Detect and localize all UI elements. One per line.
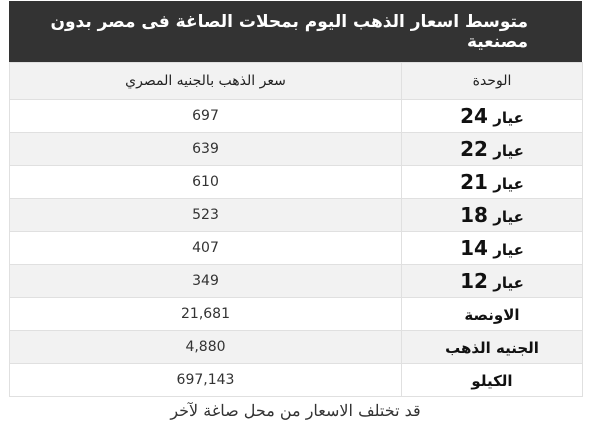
price-cell: 4,880	[9, 330, 402, 364]
price-cell: 407	[9, 231, 402, 265]
unit-label: عيار	[493, 175, 524, 193]
disclaimer-note: قد تختلف الاسعار من محل صاغة لآخر	[170, 401, 421, 420]
unit-cell: عيار 22	[401, 132, 583, 166]
unit-label: عيار	[493, 208, 524, 226]
unit-label: الكيلو	[471, 371, 513, 390]
unit-karat: 14	[460, 236, 488, 260]
table-row: 610 عيار 21	[9, 165, 583, 199]
unit-cell: عيار 18	[401, 198, 583, 232]
price-cell: 697,143	[9, 363, 402, 397]
price-cell: 349	[9, 264, 402, 298]
table-row: 349 عيار 12	[9, 264, 583, 298]
table-row: 639 عيار 22	[9, 132, 583, 166]
unit-label: عيار	[493, 241, 524, 259]
table-row: 4,880 الجنيه الذهب	[9, 330, 583, 364]
unit-label: الاونصة	[464, 305, 520, 324]
unit-cell: الجنيه الذهب	[401, 330, 583, 364]
price-cell: 21,681	[9, 297, 402, 331]
header-price: سعر الذهب بالجنيه المصري	[9, 62, 402, 100]
gold-price-table: سعر الذهب بالجنيه المصري الوحدة 697 عيار…	[9, 62, 583, 397]
table-row: 523 عيار 18	[9, 198, 583, 232]
unit-karat: 22	[460, 137, 488, 161]
price-cell: 610	[9, 165, 402, 199]
table-row: 21,681 الاونصة	[9, 297, 583, 331]
table-title: متوسط اسعار الذهب اليوم بمحلات الصاغة فى…	[9, 1, 582, 62]
unit-label: عيار	[493, 142, 524, 160]
table-row: 407 عيار 14	[9, 231, 583, 265]
unit-cell: عيار 21	[401, 165, 583, 199]
unit-cell: الكيلو	[401, 363, 583, 397]
unit-karat: 24	[460, 104, 488, 128]
unit-label: عيار	[493, 274, 524, 292]
unit-label: عيار	[493, 109, 524, 127]
unit-karat: 21	[460, 170, 488, 194]
unit-karat: 12	[460, 269, 488, 293]
table-row: 697 عيار 24	[9, 99, 583, 133]
price-cell: 639	[9, 132, 402, 166]
header-unit: الوحدة	[401, 62, 583, 100]
unit-cell: عيار 12	[401, 264, 583, 298]
unit-cell: عيار 14	[401, 231, 583, 265]
price-cell: 523	[9, 198, 402, 232]
gold-price-card: متوسط اسعار الذهب اليوم بمحلات الصاغة فى…	[9, 1, 583, 420]
unit-label: الجنيه الذهب	[445, 338, 539, 357]
header-row: سعر الذهب بالجنيه المصري الوحدة	[9, 62, 583, 100]
unit-karat: 18	[460, 203, 488, 227]
table-row: 697,143 الكيلو	[9, 363, 583, 397]
price-cell: 697	[9, 99, 402, 133]
unit-cell: الاونصة	[401, 297, 583, 331]
unit-cell: عيار 24	[401, 99, 583, 133]
